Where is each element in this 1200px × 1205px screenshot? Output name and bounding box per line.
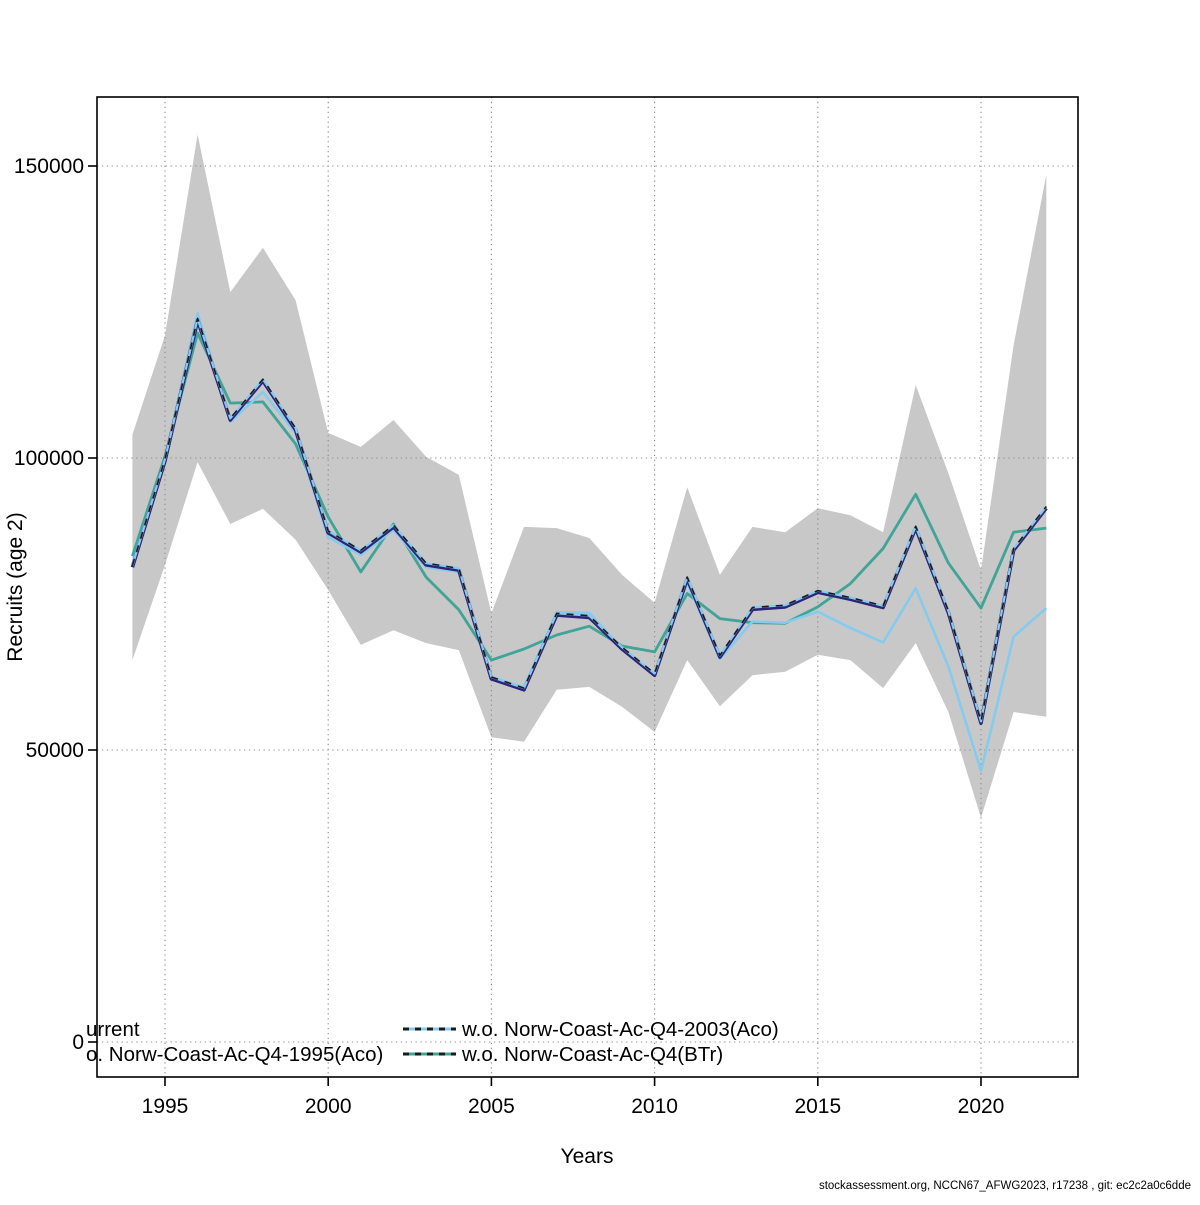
- y-tick-label: 0: [72, 1031, 84, 1054]
- plot-border-box: [96, 96, 1079, 1078]
- legend-label: w.o. Norw-Coast-Ac-Q4-2003(Aco): [461, 1018, 779, 1041]
- y-tick-label: 50000: [26, 739, 84, 762]
- legend-label: w.o. Norw-Coast-Ac-Q4(BTr): [461, 1043, 723, 1066]
- confidence-band: [132, 134, 1047, 818]
- y-tick-label: 150000: [14, 155, 84, 178]
- axis-tick-layer: 1995 2000 2005 2010 2015 2020 0 50000 100000 1500…: [14, 155, 1004, 1118]
- x-tick-label: 2005: [468, 1095, 515, 1118]
- x-tick-label: 2020: [958, 1095, 1005, 1118]
- gridline-layer: [97, 97, 1078, 1077]
- footer-attribution: stockassessment.org, NCCN67_AFWG2023, r1…: [819, 1180, 1191, 1192]
- y-axis-title: Recruits (age 2): [4, 512, 27, 661]
- legend-label: o. Norw-Coast-Ac-Q4-1995(Aco): [86, 1043, 383, 1066]
- y-tick-label: 100000: [14, 447, 84, 470]
- legend-label: urrent: [86, 1018, 140, 1041]
- x-tick-label: 2000: [305, 1095, 352, 1118]
- series-line-layer: [130, 311, 1048, 773]
- x-tick-label: 1995: [142, 1095, 189, 1118]
- x-tick-label: 2010: [631, 1095, 678, 1118]
- line-wo-norw-coast-ac-q4-1995-aco: [131, 311, 1048, 773]
- line-wo-norw-coast-ac-q4-btr: [131, 331, 1047, 662]
- line-wo-norw-coast-ac-q4-2003-aco-dashes: [131, 317, 1047, 723]
- x-tick-label: 2015: [794, 1095, 841, 1118]
- x-axis-title: Years: [561, 1145, 614, 1168]
- confidence-band-layer: [132, 134, 1047, 818]
